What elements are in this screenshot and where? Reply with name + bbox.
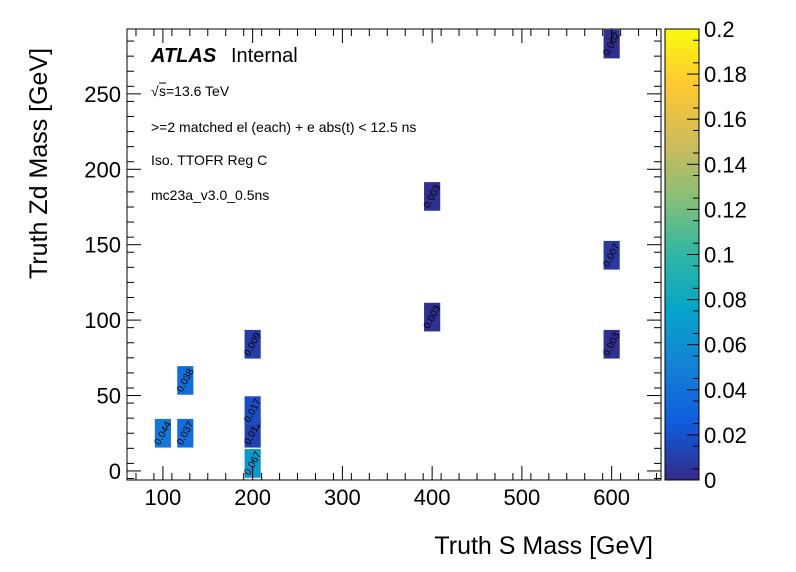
y-tick-label: 100 (84, 308, 121, 333)
internal-label: Internal (231, 45, 298, 67)
colorbar-tick-label: 0.12 (704, 197, 747, 222)
y-tick-label: 0 (109, 459, 121, 484)
sample-label: mc23a_v3.0_0.5ns (151, 187, 269, 203)
colorbar-tick-label: 0.06 (704, 333, 747, 358)
x-axis-ticks: 100 200 300 400 500 600 (135, 29, 658, 510)
energy-label: s=13.6 TeV (159, 83, 230, 99)
heatmap-cell (154, 418, 171, 448)
colorbar-tick-label: 0.18 (704, 62, 747, 87)
x-tick-label: 300 (324, 485, 361, 510)
region-label: Iso. TTOFR Reg C (151, 152, 267, 168)
x-tick-label: 500 (504, 485, 541, 510)
selection-label: >=2 matched el (each) + e abs(t) < 12.5 … (151, 119, 416, 135)
x-tick-label: 100 (145, 485, 182, 510)
colorbar-tick-label: 0.1 (704, 243, 735, 268)
y-axis-ticks: 0 50 100 150 200 250 (84, 40, 661, 484)
y-tick-label: 250 (84, 82, 121, 107)
sqrt-symbol: √ (151, 83, 159, 99)
y-tick-label: 200 (84, 157, 121, 182)
x-tick-label: 200 (234, 485, 271, 510)
colorbar-tick-label: 0.2 (704, 17, 735, 42)
colorbar-tick-label: 0 (704, 468, 716, 493)
y-tick-label: 150 (84, 233, 121, 258)
y-axis-title: Truth Zd Mass [GeV] (25, 48, 53, 279)
heatmap-cell (177, 366, 194, 395)
atlas-logo-text: ATLAS (150, 45, 217, 67)
heatmap-cell (244, 329, 261, 359)
heatmap-cell (424, 182, 441, 211)
x-tick-label: 600 (593, 485, 630, 510)
heatmap-cells: 0.044 0.0370.0380.0670.0110.0170.0090.003… (153, 29, 623, 478)
x-tick-label: 400 (414, 485, 451, 510)
heatmap-cell (424, 302, 441, 332)
plot-frame (126, 28, 662, 481)
colorbar-tick-label: 0.02 (704, 423, 747, 448)
heatmap-cell (244, 396, 261, 425)
colorbar-tick-label: 0.08 (704, 288, 747, 313)
heatmap-cell (244, 449, 261, 478)
heatmap-cell (603, 329, 620, 359)
heatmap-cell (177, 418, 194, 448)
colorbar-ticks: 0 0.02 0.04 0.06 0.08 0.1 0.12 0.14 0.16 0.18 0.2 (687, 17, 747, 493)
colorbar-tick-label: 0.16 (704, 107, 747, 132)
colorbar-tick-label: 0.04 (704, 378, 747, 403)
heatmap-cell (603, 29, 620, 59)
heatmap-cell (603, 240, 620, 270)
colorbar-tick-label: 0.14 (704, 152, 747, 177)
heatmap-cell (244, 418, 261, 448)
x-axis-title: Truth S Mass [GeV] (434, 532, 653, 560)
y-tick-label: 50 (97, 384, 121, 409)
